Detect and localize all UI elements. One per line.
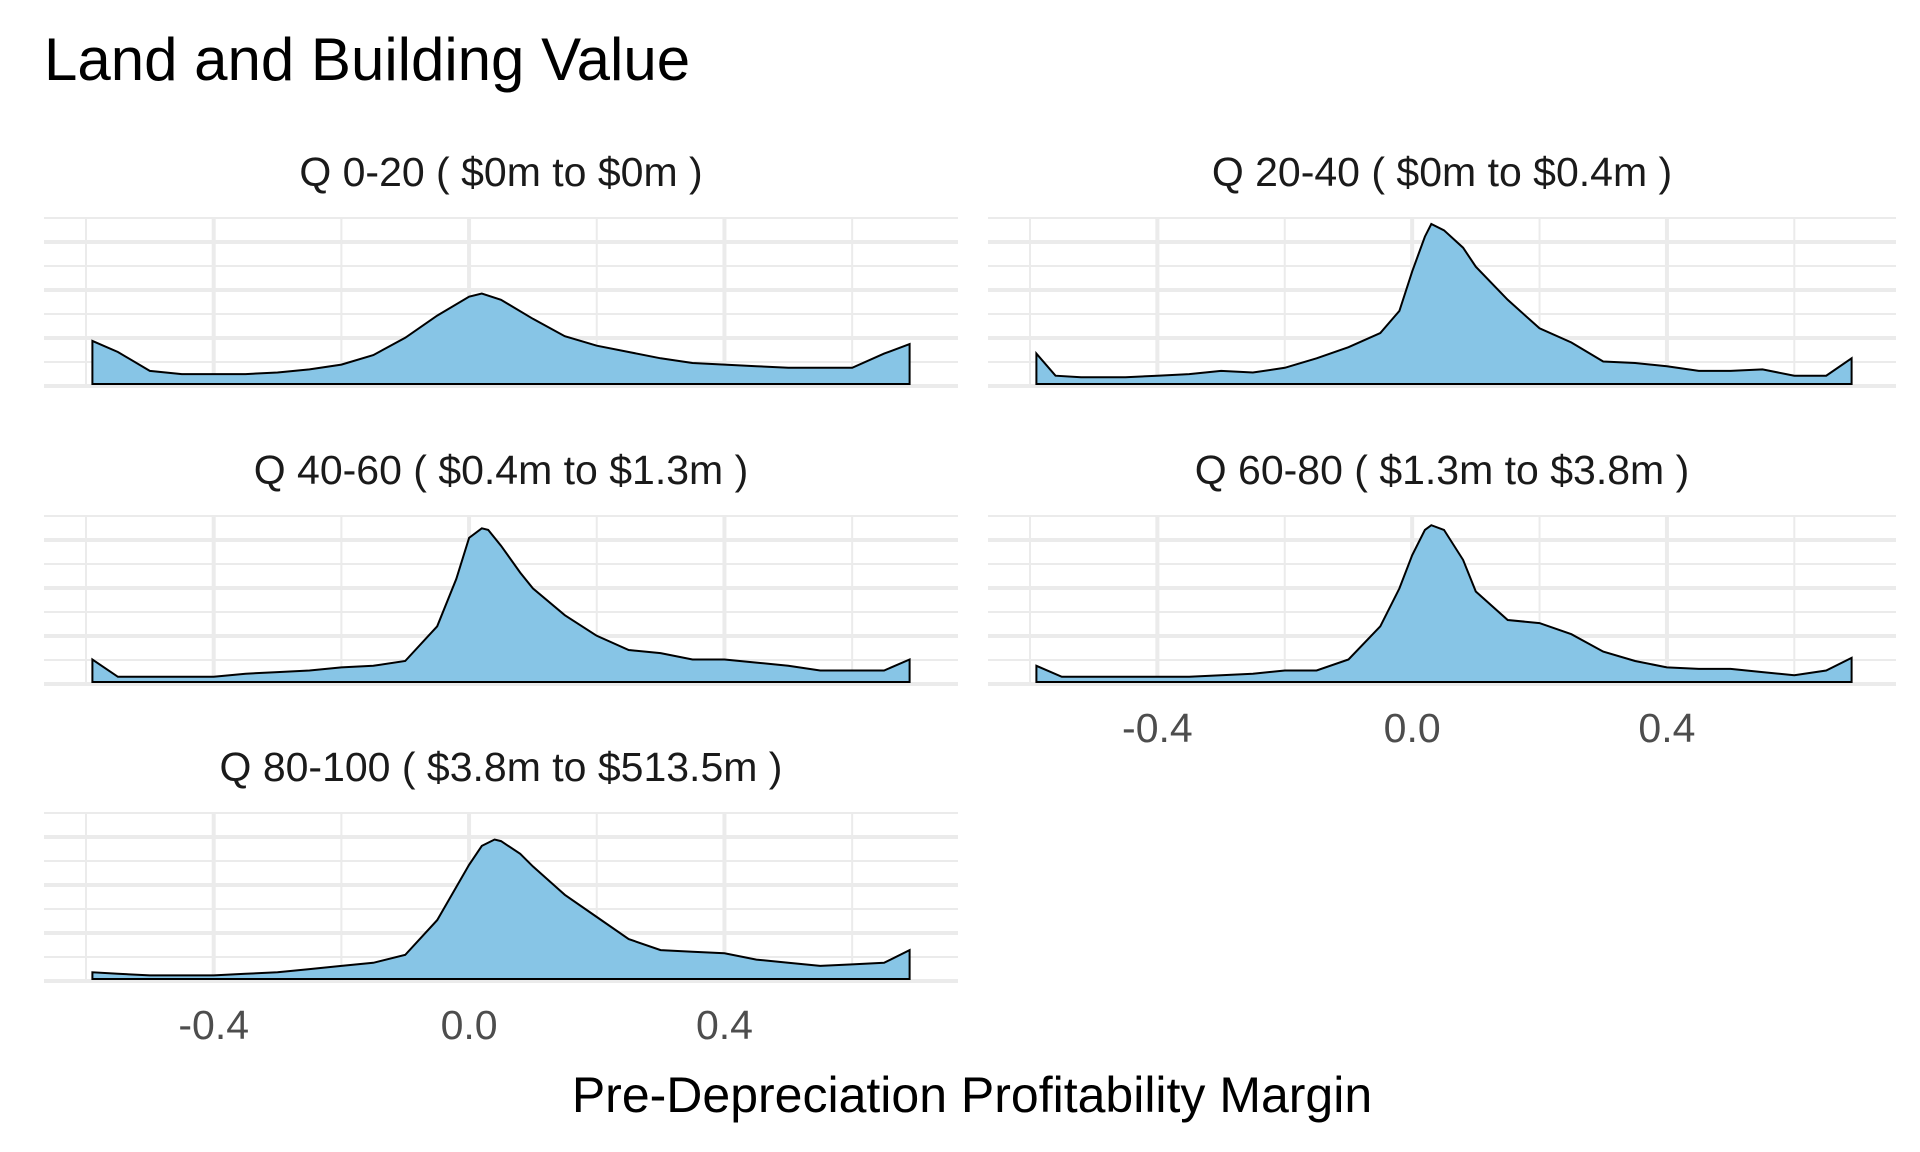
x-axis-ticks-left: -0.4 0.0 0.4 [178,1002,753,1048]
facet-strip-label: Q 20-40 ( $0m to $0.4m ) [1212,149,1672,195]
density-area [1035,222,1853,385]
density-area [91,292,911,385]
facet-strip-label: Q 40-60 ( $0.4m to $1.3m ) [254,447,749,493]
panel-grid: Q 0-20 ( $0m to $0m ) Q 20-40 ( $0m to $0… [44,149,1896,983]
density-area [91,838,911,980]
x-tick-label: 0.4 [696,1002,753,1048]
x-axis-ticks-right: -0.4 0.0 0.4 [1122,705,1695,751]
facet-strip-label: Q 0-20 ( $0m to $0m ) [299,149,702,195]
chart-title: Land and Building Value [44,26,690,93]
density-area [91,527,911,683]
x-tick-label: -0.4 [1122,705,1193,751]
facet-panel-4: Q 60-80 ( $1.3m to $3.8m ) [988,447,1896,686]
x-axes: -0.4 0.0 0.4 -0.4 0.0 0.4 [178,705,1695,1048]
facet-strip-label: Q 60-80 ( $1.3m to $3.8m ) [1195,447,1690,493]
x-tick-label: 0.0 [441,1002,498,1048]
facet-panel-2: Q 20-40 ( $0m to $0.4m ) [988,149,1896,388]
facet-strip-label: Q 80-100 ( $3.8m to $513.5m ) [220,744,783,790]
x-tick-label: 0.4 [1638,705,1695,751]
x-tick-label: 0.0 [1384,705,1441,751]
x-tick-label: -0.4 [178,1002,249,1048]
facet-panel-3: Q 40-60 ( $0.4m to $1.3m ) [44,447,958,686]
facet-panel-1: Q 0-20 ( $0m to $0m ) [44,149,958,388]
x-axis-label: Pre-Depreciation Profitability Margin [572,1067,1372,1123]
facet-panel-5: Q 80-100 ( $3.8m to $513.5m ) [44,744,958,983]
density-area [1035,524,1853,683]
